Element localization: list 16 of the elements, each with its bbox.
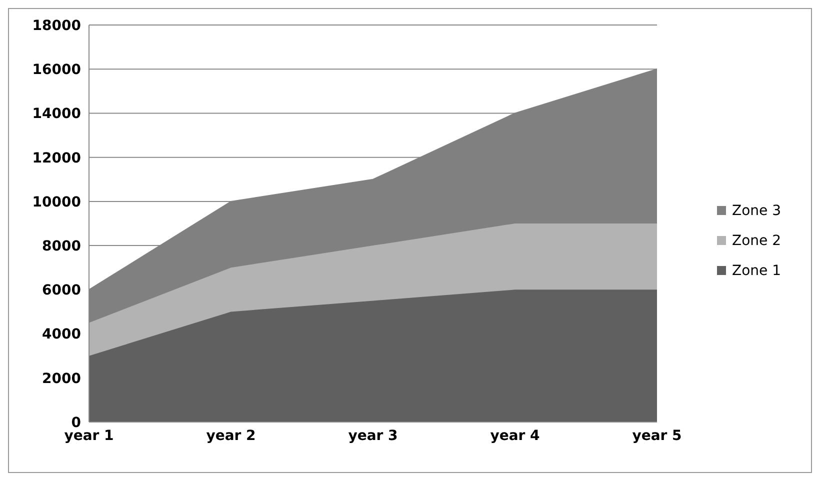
x-tick-label: year 4 — [490, 428, 540, 444]
legend-label: Zone 1 — [732, 262, 781, 278]
y-tick-label: 6000 — [42, 282, 82, 299]
legend-label: Zone 3 — [732, 202, 781, 218]
x-tick-label: year 2 — [206, 428, 256, 444]
y-tick-label: 18000 — [32, 18, 82, 34]
x-tick-label: year 3 — [348, 428, 398, 444]
y-tick-label: 12000 — [32, 150, 82, 166]
y-tick-label: 8000 — [42, 238, 82, 255]
legend-label: Zone 2 — [732, 232, 781, 248]
x-tick-label: year 5 — [632, 428, 682, 444]
y-tick-label: 14000 — [32, 106, 82, 122]
y-tick-label: 16000 — [32, 62, 82, 78]
y-tick-label: 2000 — [42, 370, 82, 387]
y-tick-label: 10000 — [32, 194, 82, 210]
y-tick-label: 4000 — [42, 326, 82, 343]
